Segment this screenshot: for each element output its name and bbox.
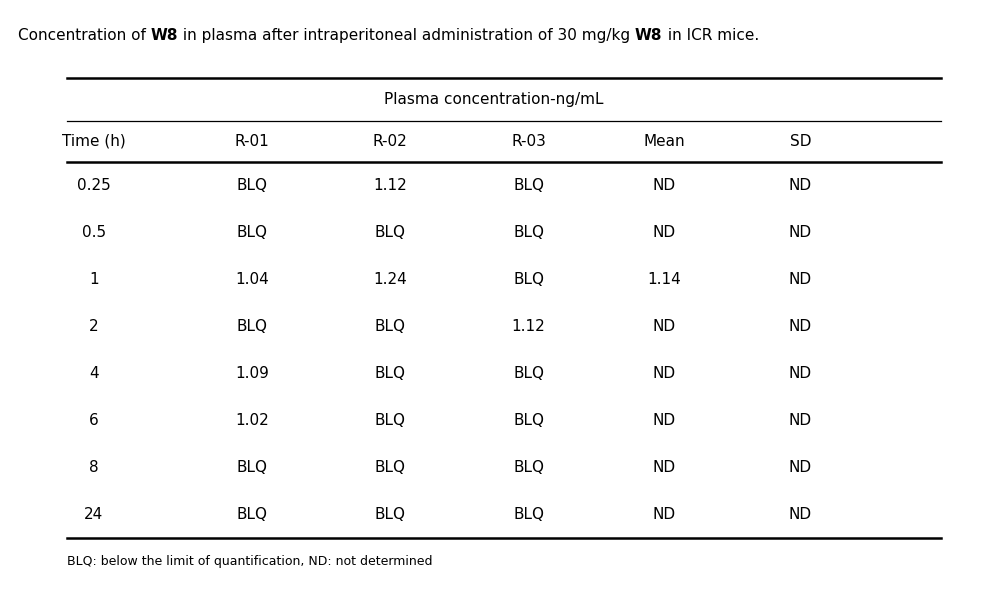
Text: W8: W8 (150, 28, 178, 43)
Text: BLQ: BLQ (513, 366, 544, 381)
Text: 2: 2 (89, 319, 99, 334)
Text: ND: ND (788, 366, 812, 381)
Text: ND: ND (788, 413, 812, 428)
Text: W8: W8 (635, 28, 663, 43)
Text: ND: ND (652, 413, 676, 428)
Text: ND: ND (652, 507, 676, 522)
Text: SD: SD (789, 134, 811, 149)
Text: R-02: R-02 (372, 134, 408, 149)
Text: Mean: Mean (643, 134, 685, 149)
Text: 1.12: 1.12 (373, 178, 407, 193)
Text: Plasma concentration-ng/mL: Plasma concentration-ng/mL (384, 92, 604, 107)
Text: BLQ: BLQ (513, 507, 544, 522)
Text: 1.09: 1.09 (235, 366, 269, 381)
Text: Time (h): Time (h) (62, 134, 125, 149)
Text: ND: ND (788, 272, 812, 287)
Text: in ICR mice.: in ICR mice. (663, 28, 759, 43)
Text: ND: ND (788, 319, 812, 334)
Text: BLQ: BLQ (374, 366, 406, 381)
Text: 6: 6 (89, 413, 99, 428)
Text: ND: ND (788, 459, 812, 475)
Text: 1.12: 1.12 (512, 319, 545, 334)
Text: ND: ND (788, 507, 812, 522)
Text: BLQ: below the limit of quantification, ND: not determined: BLQ: below the limit of quantification, … (67, 555, 433, 568)
Text: R-03: R-03 (511, 134, 546, 149)
Text: BLQ: BLQ (374, 319, 406, 334)
Text: Concentration of: Concentration of (18, 28, 150, 43)
Text: BLQ: BLQ (236, 507, 268, 522)
Text: BLQ: BLQ (236, 225, 268, 240)
Text: ND: ND (652, 225, 676, 240)
Text: 1.14: 1.14 (647, 272, 681, 287)
Text: BLQ: BLQ (374, 459, 406, 475)
Text: 0.25: 0.25 (77, 178, 111, 193)
Text: BLQ: BLQ (374, 225, 406, 240)
Text: 8: 8 (89, 459, 99, 475)
Text: BLQ: BLQ (236, 319, 268, 334)
Text: BLQ: BLQ (374, 507, 406, 522)
Text: BLQ: BLQ (513, 225, 544, 240)
Text: ND: ND (652, 459, 676, 475)
Text: BLQ: BLQ (513, 272, 544, 287)
Text: BLQ: BLQ (236, 178, 268, 193)
Text: 1.24: 1.24 (373, 272, 407, 287)
Text: ND: ND (788, 225, 812, 240)
Text: in plasma after intraperitoneal administration of 30 mg/kg: in plasma after intraperitoneal administ… (178, 28, 635, 43)
Text: BLQ: BLQ (513, 459, 544, 475)
Text: 1.04: 1.04 (235, 272, 269, 287)
Text: ND: ND (788, 178, 812, 193)
Text: R-01: R-01 (234, 134, 270, 149)
Text: BLQ: BLQ (236, 459, 268, 475)
Text: BLQ: BLQ (513, 178, 544, 193)
Text: ND: ND (652, 366, 676, 381)
Text: 4: 4 (89, 366, 99, 381)
Text: 1: 1 (89, 272, 99, 287)
Text: BLQ: BLQ (374, 413, 406, 428)
Text: ND: ND (652, 319, 676, 334)
Text: 1.02: 1.02 (235, 413, 269, 428)
Text: 0.5: 0.5 (82, 225, 106, 240)
Text: 24: 24 (84, 507, 104, 522)
Text: ND: ND (652, 178, 676, 193)
Text: BLQ: BLQ (513, 413, 544, 428)
